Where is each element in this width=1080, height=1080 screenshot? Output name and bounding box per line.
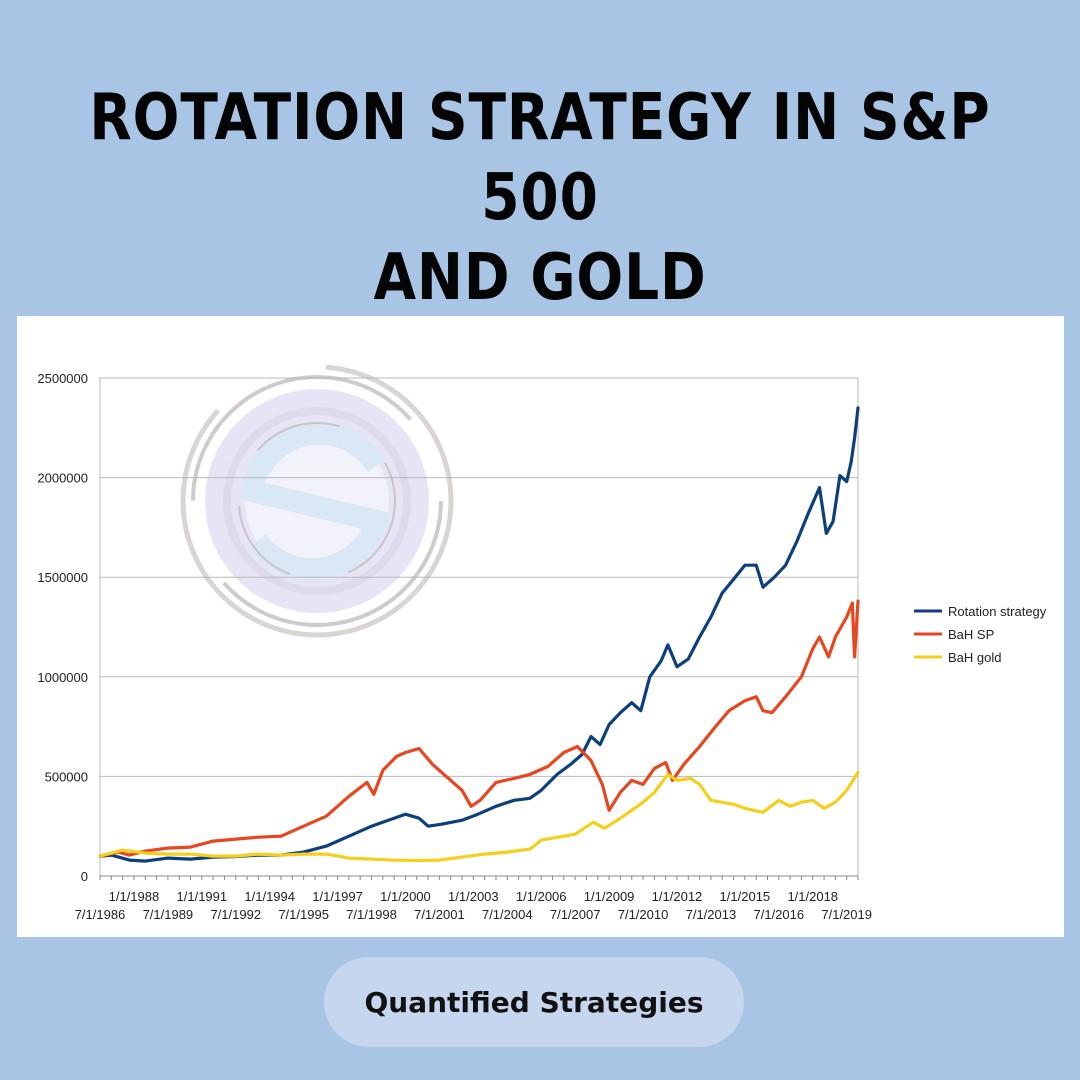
x-tick-label: 7/1/1998 <box>346 907 397 922</box>
y-tick-label: 2000000 <box>37 471 88 486</box>
x-tick-label: 7/1/1992 <box>210 907 261 922</box>
x-tick-label: 7/1/2001 <box>414 907 465 922</box>
watermark-logo-icon <box>180 364 454 638</box>
series-line-bah-sp <box>98 599 860 858</box>
legend-label: BaH gold <box>948 650 1001 665</box>
x-tick-label: 7/1/2010 <box>618 907 669 922</box>
chart-card: 0 500000 1000000 1500000 2000000 2500000 1/1/1… <box>17 316 1064 937</box>
brand-name: Quantified Strategies <box>364 985 704 1019</box>
x-tick-label: 7/1/1995 <box>278 907 329 922</box>
x-tick-label: 1/1/1991 <box>177 889 228 904</box>
x-tick-label: 1/1/2012 <box>652 889 703 904</box>
x-tick-label: 7/1/2013 <box>686 907 737 922</box>
line-chart: 0 500000 1000000 1500000 2000000 2500000 1/1/1… <box>37 364 1047 922</box>
x-tick-label: 7/1/1986 <box>75 907 126 922</box>
y-tick-label: 500000 <box>45 769 88 784</box>
x-tick-label: 1/1/1988 <box>109 889 160 904</box>
x-tick-label: 1/1/1994 <box>244 889 295 904</box>
brand-pill: Quantified Strategies <box>324 957 744 1047</box>
y-tick-label: 2500000 <box>37 371 88 386</box>
page-title-line-2: AND GOLD <box>373 241 707 315</box>
y-tick-label: 1500000 <box>37 570 88 585</box>
x-tick-label: 7/1/2019 <box>821 907 872 922</box>
x-tick-label: 1/1/2015 <box>720 889 771 904</box>
legend-label: BaH SP <box>948 627 994 642</box>
page-title: ROTATION STRATEGY IN S&P 500 AND GOLD <box>76 78 1005 318</box>
x-tick-label: 1/1/2009 <box>584 889 635 904</box>
x-tick-label: 1/1/2003 <box>448 889 499 904</box>
x-tick-label: 7/1/1989 <box>143 907 194 922</box>
x-tick-label: 1/1/2018 <box>787 889 838 904</box>
x-tick-label: 7/1/2007 <box>550 907 601 922</box>
y-tick-label: 1000000 <box>37 670 88 685</box>
page-title-line-1: ROTATION STRATEGY IN S&P 500 <box>89 81 991 235</box>
x-tick-label: 1/1/2000 <box>380 889 431 904</box>
x-tick-label: 7/1/2016 <box>754 907 805 922</box>
y-tick-label: 0 <box>81 869 88 884</box>
x-tick-label: 7/1/2004 <box>482 907 533 922</box>
legend-label: Rotation strategy <box>948 604 1047 619</box>
x-tick-label: 1/1/2006 <box>516 889 567 904</box>
series-line-bah-gold <box>98 770 860 863</box>
x-tick-label: 1/1/1997 <box>312 889 363 904</box>
